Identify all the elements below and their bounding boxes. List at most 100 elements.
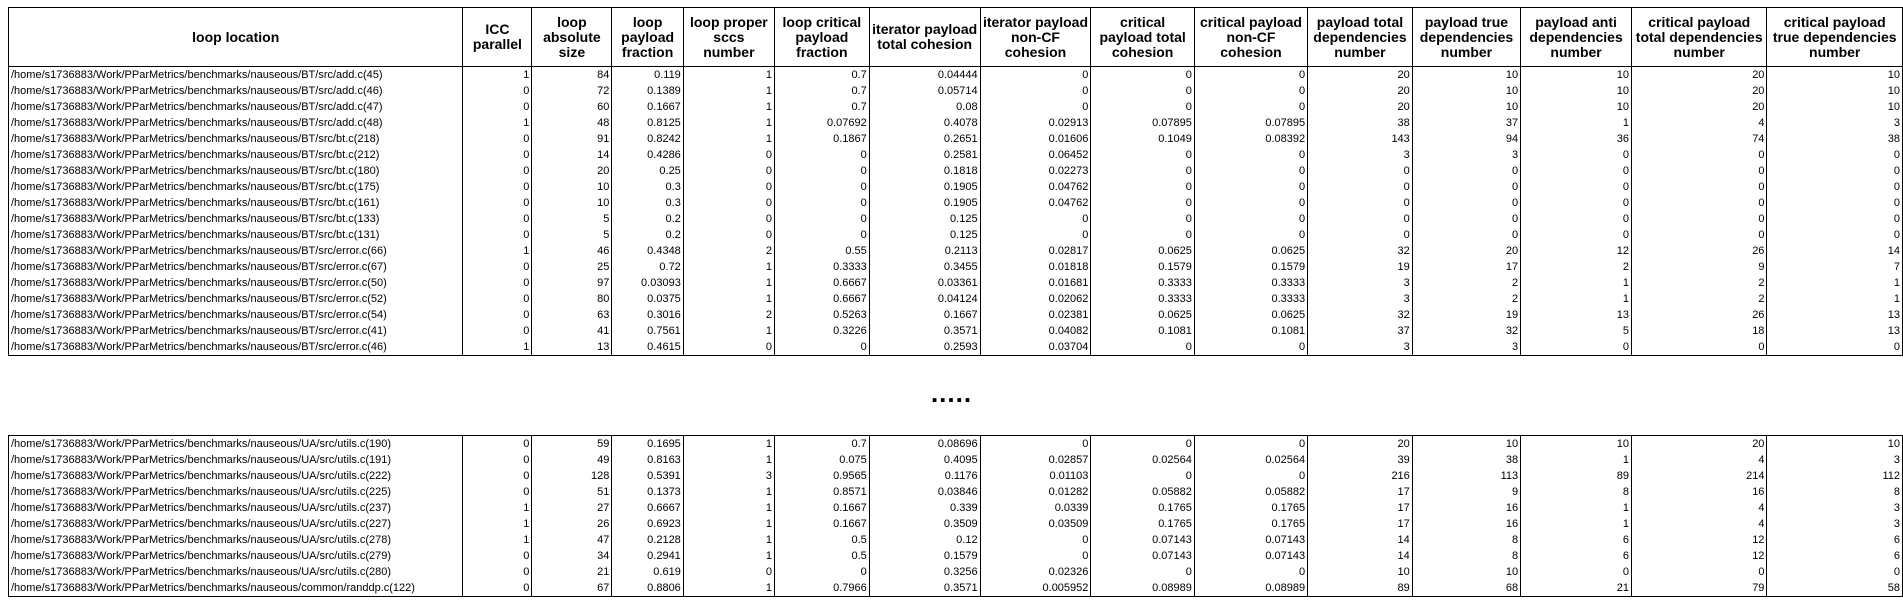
metric-cell: 0.07143 — [1090, 548, 1195, 564]
metric-cell: 2 — [1630, 291, 1768, 307]
metric-cell: 94 — [1411, 131, 1522, 147]
metric-cell: 0 — [1307, 163, 1413, 179]
metric-cell: 10 — [1766, 99, 1903, 115]
metric-cell: 46 — [531, 243, 613, 259]
metric-cell: 0 — [462, 564, 533, 580]
table-row: /home/s1736883/Work/PParMetrics/benchmar… — [7, 147, 1903, 163]
metric-cell: 0.2581 — [868, 147, 981, 163]
metric-cell: 59 — [531, 435, 613, 452]
header-critical-payload-total-cohesion: critical payload total cohesion — [1090, 7, 1195, 67]
metric-cell: 20 — [1630, 66, 1768, 83]
metric-cell: 0 — [1090, 179, 1195, 195]
metric-cell: 1 — [682, 484, 775, 500]
metric-cell: 0.05882 — [1090, 484, 1195, 500]
metric-cell: 0 — [1520, 179, 1632, 195]
metric-cell: 0.02857 — [979, 452, 1092, 468]
metric-cell: 0.07143 — [1090, 532, 1195, 548]
metric-cell: 0 — [682, 163, 775, 179]
metric-cell: 3 — [1766, 500, 1903, 516]
header-payload-anti-dependencies: payload anti dependencies number — [1520, 7, 1632, 67]
table-row: /home/s1736883/Work/PParMetrics/benchmar… — [7, 66, 1903, 83]
metric-cell: 16 — [1411, 500, 1522, 516]
metric-cell: 0.2941 — [611, 548, 684, 564]
metrics-table: loop location ICC parallel loop absolute… — [7, 7, 1903, 356]
metric-cell: 6 — [1766, 548, 1903, 564]
metric-cell: 3 — [1307, 339, 1413, 356]
metric-cell: 0.02564 — [1090, 452, 1195, 468]
metric-cell: 0 — [462, 291, 533, 307]
metric-cell: 3 — [1766, 115, 1903, 131]
metric-cell: 0 — [1193, 339, 1309, 356]
metric-cell: 97 — [531, 275, 613, 291]
metric-cell: 60 — [531, 99, 613, 115]
metric-cell: 2 — [1630, 275, 1768, 291]
metric-cell: 0 — [1193, 83, 1309, 99]
metric-cell: 0.7 — [773, 66, 870, 83]
metric-cell: 0.8571 — [773, 484, 870, 500]
metric-cell: 1 — [1520, 291, 1632, 307]
metric-cell: 63 — [531, 307, 613, 323]
metric-cell: 0.0625 — [1090, 243, 1195, 259]
metric-cell: 0 — [1193, 564, 1309, 580]
metric-cell: 2 — [1411, 291, 1522, 307]
metric-cell: 0.0375 — [611, 291, 684, 307]
metric-cell: 19 — [1307, 259, 1413, 275]
metric-cell: 0 — [1766, 564, 1903, 580]
metric-cell: 1 — [1520, 500, 1632, 516]
metric-cell: 0 — [1411, 163, 1522, 179]
metric-cell: 0.7 — [773, 99, 870, 115]
metric-cell: 0.1667 — [773, 516, 870, 532]
metric-cell: 0.8163 — [611, 452, 684, 468]
table-row: /home/s1736883/Work/PParMetrics/benchmar… — [7, 484, 1903, 500]
metric-cell: 34 — [531, 548, 613, 564]
metric-cell: 0 — [1520, 195, 1632, 211]
metric-cell: 0 — [682, 564, 775, 580]
table-row: /home/s1736883/Work/PParMetrics/benchmar… — [7, 468, 1903, 484]
metric-cell: 0 — [682, 147, 775, 163]
metric-cell: 13 — [1766, 323, 1903, 339]
metric-cell: 20 — [531, 163, 613, 179]
metric-cell: 1 — [682, 275, 775, 291]
header-payload-total-dependencies: payload total dependencies number — [1307, 7, 1413, 67]
metric-cell: 0 — [462, 227, 533, 243]
loop-location-cell: /home/s1736883/Work/PParMetrics/benchmar… — [7, 195, 464, 211]
metric-cell: 0.25 — [611, 163, 684, 179]
metric-cell: 1 — [682, 435, 775, 452]
metric-cell: 0.01606 — [979, 131, 1092, 147]
metric-cell: 0 — [773, 163, 870, 179]
metric-cell: 0.03361 — [868, 275, 981, 291]
metric-cell: 0.8242 — [611, 131, 684, 147]
metric-cell: 0.1867 — [773, 131, 870, 147]
metric-cell: 0.8806 — [611, 580, 684, 597]
loop-location-cell: /home/s1736883/Work/PParMetrics/benchmar… — [7, 179, 464, 195]
metric-cell: 91 — [531, 131, 613, 147]
metric-cell: 12 — [1630, 548, 1768, 564]
metric-cell: 0 — [1193, 66, 1309, 83]
table-row: /home/s1736883/Work/PParMetrics/benchmar… — [7, 195, 1903, 211]
metric-cell: 0.005952 — [979, 580, 1092, 597]
metric-cell: 0 — [1766, 163, 1903, 179]
metric-cell: 25 — [531, 259, 613, 275]
metric-cell: 0 — [1307, 227, 1413, 243]
metric-cell: 0 — [1090, 147, 1195, 163]
metric-cell: 0 — [682, 195, 775, 211]
metric-cell: 0.4615 — [611, 339, 684, 356]
metric-cell: 0 — [1193, 179, 1309, 195]
metric-cell: 0.02381 — [979, 307, 1092, 323]
metric-cell: 8 — [1766, 484, 1903, 500]
table-row: /home/s1736883/Work/PParMetrics/benchmar… — [7, 163, 1903, 179]
metric-cell: 0 — [773, 147, 870, 163]
metric-cell: 0 — [1630, 564, 1768, 580]
metric-cell: 1 — [1520, 516, 1632, 532]
metric-cell: 12 — [1520, 243, 1632, 259]
metric-cell: 20 — [1630, 435, 1768, 452]
metric-cell: 89 — [1307, 580, 1413, 597]
metric-cell: 32 — [1411, 323, 1522, 339]
metric-cell: 0 — [1520, 227, 1632, 243]
metric-cell: 80 — [531, 291, 613, 307]
metric-cell: 0.04444 — [868, 66, 981, 83]
metric-cell: 37 — [1307, 323, 1413, 339]
metric-cell: 0.119 — [611, 66, 684, 83]
metric-cell: 1 — [462, 66, 533, 83]
metric-cell: 5 — [1520, 323, 1632, 339]
